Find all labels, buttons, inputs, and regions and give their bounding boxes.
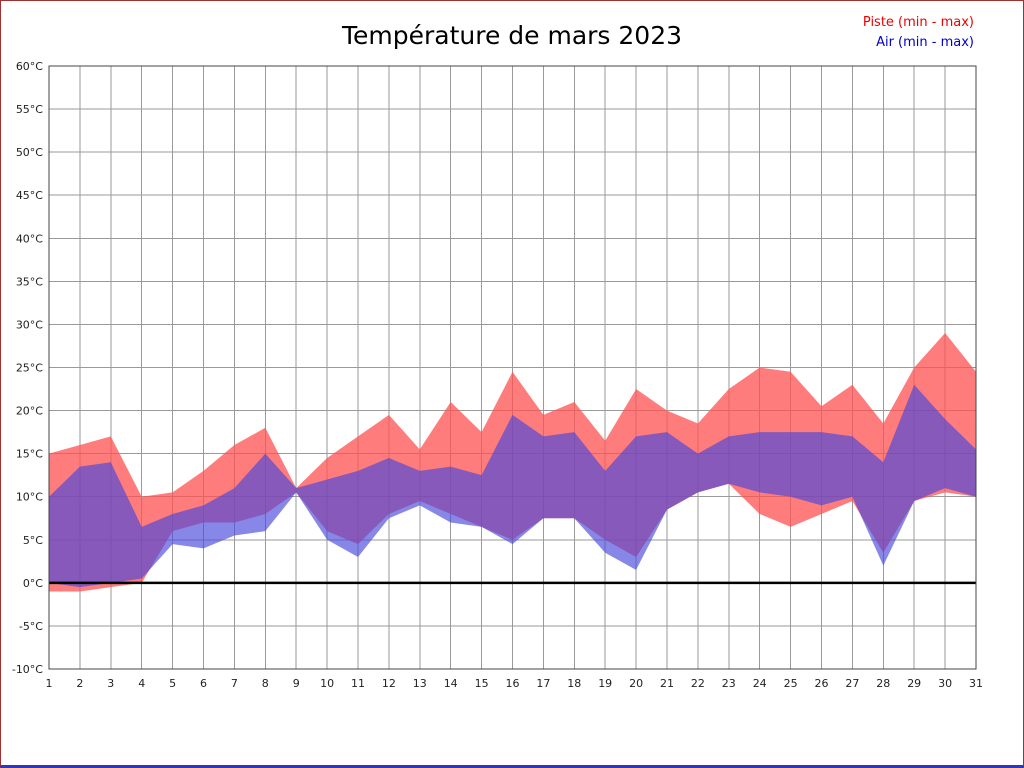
y-tick-label: 60°C bbox=[16, 60, 43, 73]
y-tick-label: 35°C bbox=[16, 275, 43, 288]
x-tick-label: 2 bbox=[76, 677, 83, 690]
band-series-1 bbox=[49, 384, 976, 588]
x-tick-label: 18 bbox=[567, 677, 581, 690]
x-tick-label: 10 bbox=[320, 677, 334, 690]
y-tick-label: 30°C bbox=[16, 318, 43, 331]
x-tick-label: 6 bbox=[200, 677, 207, 690]
y-tick-label: 45°C bbox=[16, 189, 43, 202]
x-tick-label: 22 bbox=[691, 677, 705, 690]
y-tick-label: -10°C bbox=[12, 663, 43, 676]
y-tick-label: 10°C bbox=[16, 491, 43, 504]
x-tick-label: 29 bbox=[907, 677, 921, 690]
x-tick-label: 1 bbox=[46, 677, 53, 690]
x-tick-label: 19 bbox=[598, 677, 612, 690]
y-tick-label: 0°C bbox=[23, 577, 43, 590]
y-tick-label: 5°C bbox=[23, 534, 43, 547]
x-tick-label: 31 bbox=[969, 677, 983, 690]
x-tick-label: 30 bbox=[938, 677, 952, 690]
x-tick-label: 20 bbox=[629, 677, 643, 690]
y-tick-label: 25°C bbox=[16, 362, 43, 375]
x-tick-label: 23 bbox=[722, 677, 736, 690]
plot-frame bbox=[48, 65, 977, 670]
y-tick-label: 50°C bbox=[16, 146, 43, 159]
y-tick-label: -5°C bbox=[19, 620, 43, 633]
x-tick-label: 12 bbox=[382, 677, 396, 690]
x-tick-label: 7 bbox=[231, 677, 238, 690]
x-tick-label: 9 bbox=[293, 677, 300, 690]
x-tick-label: 15 bbox=[475, 677, 489, 690]
chart-legend: Piste (min - max) Air (min - max) bbox=[863, 13, 974, 53]
x-tick-label: 27 bbox=[845, 677, 859, 690]
x-tick-label: 4 bbox=[138, 677, 145, 690]
x-tick-label: 14 bbox=[444, 677, 458, 690]
x-tick-label: 24 bbox=[753, 677, 767, 690]
x-tick-label: 11 bbox=[351, 677, 365, 690]
x-tick-label: 26 bbox=[815, 677, 829, 690]
x-tick-label: 21 bbox=[660, 677, 674, 690]
y-tick-label: 55°C bbox=[16, 103, 43, 116]
x-tick-label: 13 bbox=[413, 677, 427, 690]
y-tick-label: 20°C bbox=[16, 405, 43, 418]
x-tick-label: 25 bbox=[784, 677, 798, 690]
x-tick-label: 8 bbox=[262, 677, 269, 690]
x-tick-label: 3 bbox=[107, 677, 114, 690]
chart-title: Température de mars 2023 bbox=[341, 21, 683, 50]
x-tick-label: 17 bbox=[536, 677, 550, 690]
y-tick-label: 15°C bbox=[16, 448, 43, 461]
y-tick-label: 40°C bbox=[16, 232, 43, 245]
x-tick-label: 28 bbox=[876, 677, 890, 690]
legend-item-0: Piste (min - max) bbox=[862, 15, 974, 30]
x-tick-label: 16 bbox=[506, 677, 520, 690]
x-tick-label: 5 bbox=[169, 677, 176, 690]
legend-item-1: Air (min - max) bbox=[876, 35, 974, 50]
